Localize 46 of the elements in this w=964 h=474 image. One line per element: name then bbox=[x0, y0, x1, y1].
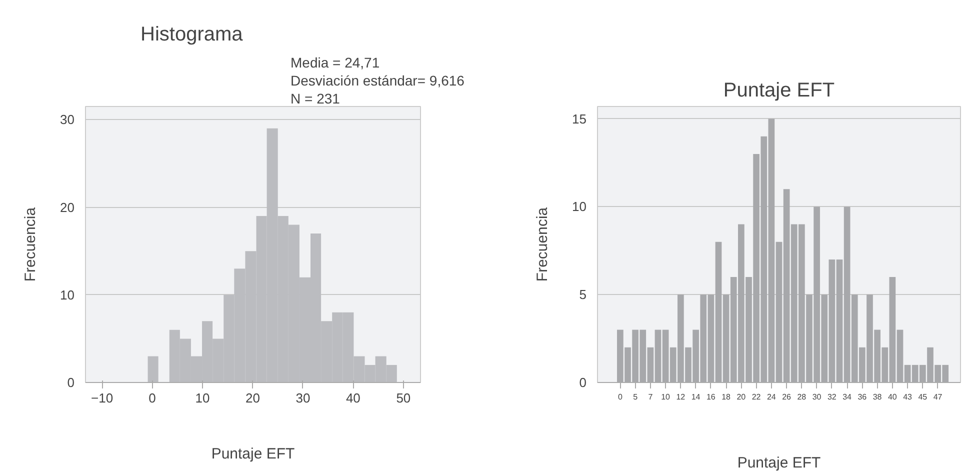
y-tick-label: 5 bbox=[579, 287, 587, 302]
y-tick-label: 20 bbox=[60, 200, 75, 215]
x-axis-title: Puntaje EFT bbox=[211, 446, 295, 462]
x-tick-label: 43 bbox=[903, 392, 913, 402]
x-tick-label: 14 bbox=[691, 392, 701, 402]
x-tick-label: 20 bbox=[736, 392, 746, 402]
x-tick-label: 28 bbox=[797, 392, 807, 402]
x-tick-label: 18 bbox=[722, 392, 732, 402]
x-tick-label: 12 bbox=[676, 392, 686, 402]
x-tick-label: 40 bbox=[888, 392, 898, 402]
x-tick-label: 30 bbox=[296, 390, 310, 406]
x-tick-label: 0 bbox=[148, 390, 156, 406]
y-tick-label: 0 bbox=[579, 375, 587, 390]
x-axis-title: Puntaje EFT bbox=[737, 454, 821, 472]
y-tick-label: 0 bbox=[67, 375, 75, 390]
x-tick-label: 16 bbox=[706, 392, 716, 402]
x-tick-label: 5 bbox=[633, 392, 638, 402]
x-tick-label: 34 bbox=[842, 392, 852, 402]
y-axis-title: Frecuencia bbox=[22, 206, 40, 282]
x-tick-label: 50 bbox=[396, 390, 411, 406]
x-tick-label: 30 bbox=[812, 392, 822, 402]
x-tick-label: 10 bbox=[195, 390, 210, 406]
x-tick-label: −10 bbox=[91, 390, 114, 406]
x-tick-label: 7 bbox=[648, 392, 654, 402]
annotation: N = 231 bbox=[290, 90, 340, 106]
x-tick-label: 40 bbox=[346, 390, 360, 406]
text: Desviación estándar= 9,616 bbox=[290, 72, 465, 88]
x-tick-label: 24 bbox=[766, 392, 776, 402]
x-tick-label: 0 bbox=[618, 392, 623, 402]
x-tick-label: 20 bbox=[246, 390, 260, 406]
y-tick-label: 10 bbox=[572, 199, 587, 214]
chart-title: Histograma bbox=[140, 24, 244, 46]
text: Media = 24,71 bbox=[290, 54, 380, 70]
x-tick-label: 36 bbox=[858, 392, 868, 402]
x-tick-label: 47 bbox=[933, 392, 943, 402]
x-tick-label: 45 bbox=[918, 392, 928, 402]
x-tick-label: 38 bbox=[872, 392, 882, 402]
y-axis-title: Frecuencia bbox=[534, 206, 552, 282]
x-tick-label: 22 bbox=[752, 392, 762, 402]
x-tick-label: 10 bbox=[661, 392, 671, 402]
y-tick-label: 10 bbox=[60, 287, 75, 302]
x-tick-label: 26 bbox=[782, 392, 792, 402]
x-tick-label: 32 bbox=[827, 392, 837, 402]
y-tick-label: 30 bbox=[60, 112, 75, 128]
y-tick-label: 15 bbox=[572, 111, 587, 126]
chart-title: Puntaje EFT bbox=[723, 80, 835, 102]
